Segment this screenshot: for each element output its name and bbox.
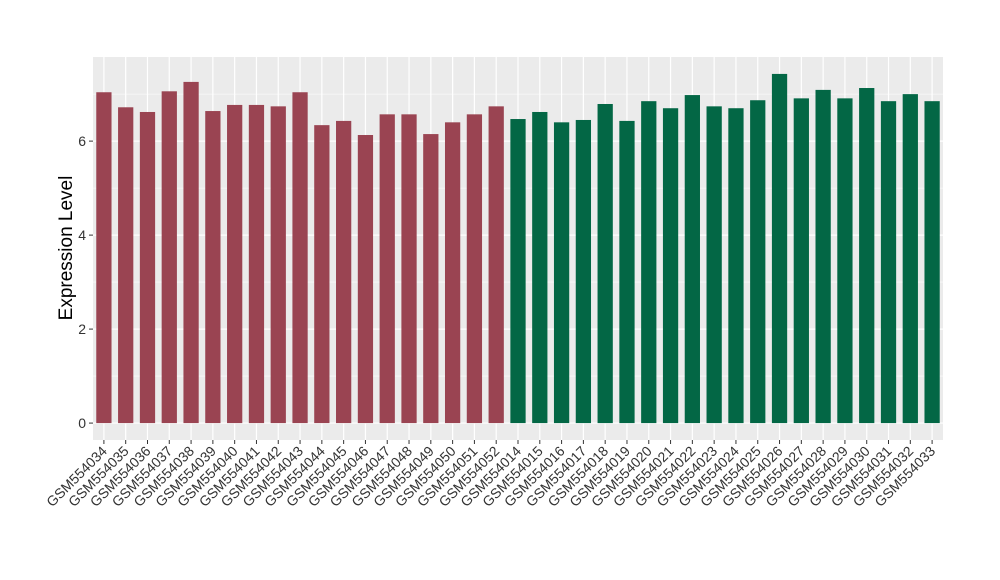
bar <box>139 111 156 424</box>
y-tick-label: 4 <box>78 227 86 243</box>
bar <box>488 106 504 424</box>
bar <box>662 108 679 424</box>
bar <box>837 98 853 424</box>
bar <box>510 119 526 424</box>
bar <box>118 107 134 424</box>
bar <box>292 92 308 424</box>
bar <box>336 120 352 424</box>
bar <box>641 101 657 424</box>
y-tick-label: 2 <box>78 321 86 337</box>
bar <box>815 89 831 424</box>
bar <box>270 106 286 424</box>
bar <box>423 134 439 424</box>
bar <box>532 111 548 424</box>
y-tick-label: 0 <box>78 415 86 431</box>
bar <box>924 101 940 424</box>
bar <box>96 92 112 424</box>
bar <box>575 119 592 424</box>
bar <box>357 135 374 424</box>
bar <box>161 91 177 424</box>
bar <box>379 114 395 424</box>
bar <box>444 122 461 424</box>
bar <box>706 106 722 424</box>
bar <box>553 122 570 424</box>
bar <box>728 108 744 424</box>
bar <box>597 103 613 424</box>
y-tick-label: 6 <box>78 133 86 149</box>
bar <box>619 120 635 424</box>
bar <box>466 114 483 424</box>
bar <box>314 125 330 424</box>
bar <box>880 101 897 424</box>
bar <box>859 88 875 424</box>
bar <box>401 114 417 424</box>
bar <box>793 98 809 424</box>
y-axis-label: Expression Level <box>56 176 77 321</box>
bar <box>248 104 265 424</box>
bar <box>750 100 766 424</box>
bar <box>902 94 918 424</box>
bar <box>771 73 788 424</box>
bar <box>183 81 199 424</box>
bar <box>227 104 243 424</box>
bar <box>205 111 221 424</box>
bar <box>684 95 700 424</box>
